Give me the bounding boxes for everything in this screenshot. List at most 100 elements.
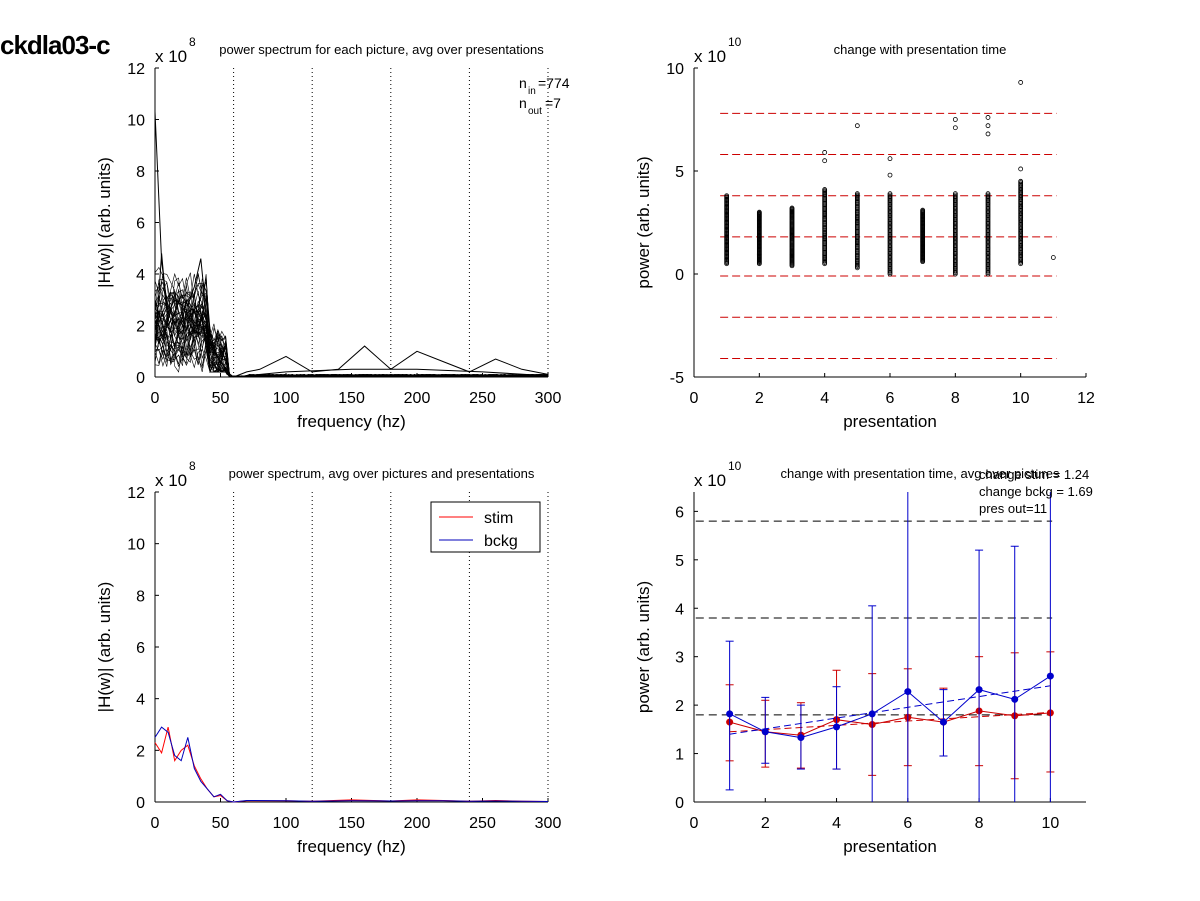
- x-axis-label: presentation: [843, 412, 937, 431]
- data-point: [854, 191, 860, 197]
- series-line-bckg: [729, 675, 1051, 739]
- spectrum-line: [154, 111, 549, 378]
- y-tick-label: 5: [675, 553, 684, 570]
- x-tick-label: 0: [690, 815, 699, 832]
- data-point: [887, 192, 893, 198]
- n-in-text: n: [519, 75, 527, 91]
- x-tick-label: 4: [832, 815, 841, 832]
- series-line-stim: [729, 710, 1051, 736]
- y-tick-label: 3: [675, 650, 684, 667]
- axis-exponent-label: x 10: [155, 47, 187, 66]
- y-tick-label: 6: [675, 504, 684, 521]
- y-tick-label: 8: [136, 164, 145, 181]
- trend-line-bckg: [729, 685, 1051, 735]
- panel-change-avg: 0 2 4 6 8 10 0 1 2 3 4 5 6 presentation power (arb. un…: [634, 459, 1093, 856]
- legend: stim bckg: [430, 501, 541, 553]
- stat-annotation: change bckg = 1.69: [979, 484, 1093, 499]
- y-tick-label: 1: [675, 747, 684, 764]
- outlier-point: [1050, 255, 1056, 260]
- data-point-bckg: [833, 723, 841, 731]
- outlier-point: [887, 172, 893, 178]
- data-point: [985, 191, 991, 197]
- x-axis-label: frequency (hz): [297, 837, 406, 856]
- spectrum-line: [154, 253, 549, 378]
- n-in-value: =774: [538, 75, 570, 91]
- x-tick-label: 250: [469, 390, 496, 407]
- data-point: [756, 209, 762, 215]
- y-tick-label: 0: [136, 795, 145, 812]
- x-tick-label: 100: [273, 390, 300, 407]
- y-axis-label: |H(w)| (arb. units): [95, 157, 114, 288]
- spectrum-line: [154, 308, 548, 378]
- x-tick-label: 4: [820, 390, 829, 407]
- data-point-bckg: [1011, 695, 1019, 703]
- y-tick-label: 0: [675, 267, 684, 284]
- axis-exponent-power: 8: [189, 35, 196, 49]
- series-line-bckg: [154, 726, 549, 803]
- spectrum-line: [154, 285, 549, 378]
- data-point-bckg: [726, 710, 734, 718]
- y-tick-label: 4: [675, 601, 684, 618]
- legend-box: [430, 501, 541, 553]
- n-in-annotation: nin=774: [519, 75, 570, 97]
- chart-title: change with presentation time, avg over …: [781, 466, 1060, 481]
- x-tick-label: 50: [212, 390, 230, 407]
- chart-title: power spectrum, avg over pictures and pr…: [229, 466, 535, 481]
- data-point-bckg: [761, 728, 769, 736]
- outlier-point: [822, 158, 828, 164]
- x-tick-label: 200: [404, 815, 431, 832]
- y-tick-label: 10: [127, 537, 145, 554]
- y-tick-label: 4: [136, 692, 145, 709]
- figure-label: ckdla03-c: [0, 30, 111, 60]
- data-point-bckg: [868, 710, 876, 718]
- spectrum-line: [154, 305, 549, 378]
- x-tick-label: 100: [273, 815, 300, 832]
- data-point: [920, 207, 926, 213]
- x-axis-label: presentation: [843, 837, 937, 856]
- x-tick-label: 50: [212, 815, 230, 832]
- data-point: [952, 191, 958, 197]
- outlier-point: [985, 115, 991, 120]
- x-tick-label: 10: [1012, 390, 1030, 407]
- data-point: [952, 192, 958, 198]
- data-point: [789, 205, 795, 211]
- x-tick-label: 0: [690, 390, 699, 407]
- outlier-point: [952, 117, 958, 122]
- legend-label-bckg: bckg: [484, 533, 518, 550]
- x-tick-label: 10: [1041, 815, 1059, 832]
- y-tick-label: 4: [136, 267, 145, 284]
- y-axis-label: power (arb. units): [634, 581, 653, 713]
- series-line-stim: [154, 726, 549, 803]
- x-tick-label: 200: [404, 390, 431, 407]
- x-tick-label: 8: [951, 390, 960, 407]
- data-point: [887, 191, 893, 197]
- spectrum-line: [154, 305, 549, 378]
- axis-exponent-power: 8: [189, 459, 196, 473]
- axis-exponent-power: 10: [728, 35, 742, 49]
- y-tick-label: 8: [136, 588, 145, 605]
- data-point: [952, 193, 958, 199]
- outlier-point: [1018, 80, 1024, 85]
- x-tick-label: 2: [755, 390, 764, 407]
- y-tick-label: 0: [675, 795, 684, 812]
- panel-spectrum-avg: 0 50 100 150 200 250 300 0 2 4 6 8 10 12 frequency (hz…: [95, 459, 561, 856]
- outlier-point: [854, 123, 860, 129]
- x-tick-label: 300: [535, 815, 562, 832]
- stat-annotation: pres out=11: [979, 501, 1047, 516]
- data-point: [985, 193, 991, 199]
- trend-line-stim: [729, 711, 1051, 733]
- y-tick-label: 2: [136, 743, 145, 760]
- panel-change-presentation-time: 0 2 4 6 8 10 12 -5 0 5 10 presentation power (arb. u…: [634, 35, 1095, 431]
- axis-exponent-power: 10: [728, 459, 742, 473]
- n-in-subscript: in: [528, 86, 536, 97]
- x-axis-label: frequency (hz): [297, 412, 406, 431]
- axis-exponent-label: x 10: [694, 471, 726, 490]
- y-tick-label: 12: [127, 485, 145, 502]
- outlier-point: [952, 125, 958, 131]
- y-tick-label: 10: [127, 113, 145, 130]
- spectrum-line: [154, 273, 549, 378]
- data-point-bckg: [975, 686, 983, 694]
- x-tick-label: 300: [535, 390, 562, 407]
